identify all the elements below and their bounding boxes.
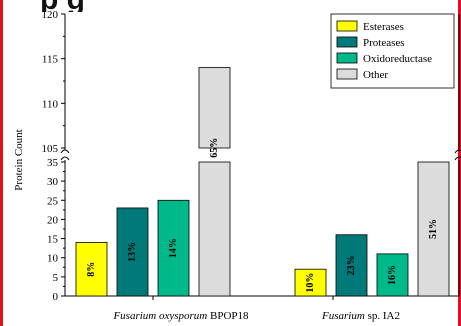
axis-break-mark-left-upper <box>60 149 70 154</box>
x-category-label-2: Fusarium sp. IA2 <box>321 310 400 322</box>
y-tick-label-lower-5: 5 <box>53 272 59 284</box>
x-category-label-italic-1: Fusarium oxysporum <box>112 310 207 322</box>
bar-label-other-group-2: 51% <box>428 219 439 239</box>
bar-label-other-group-1: 65% <box>209 138 220 158</box>
y-tick-label-lower-30: 30 <box>47 176 59 188</box>
chart-legend: Esterases Proteases Oxidoreductase Other <box>330 13 455 89</box>
bar-label-proteases-group-1: 13% <box>127 242 138 262</box>
y-tick-label-lower-15: 15 <box>47 234 59 246</box>
axis-break-mark-right-upper <box>454 149 461 154</box>
y-tick-label-lower-0: 0 <box>53 291 59 303</box>
legend-label-other: Other <box>363 69 388 81</box>
bar-label-oxidoreductase-group-2: 16% <box>387 265 398 285</box>
legend-swatch-other <box>336 68 358 80</box>
y-tick-label-upper-120: 120 <box>42 9 59 21</box>
chart-bars: 8% 10% 13% 23% 14% 16% 65% 51% <box>75 67 450 297</box>
legend-swatch-esterases <box>336 20 358 32</box>
bar-label-proteases-group-2: 23% <box>346 255 357 275</box>
bar-esterases-group-2 <box>294 268 327 297</box>
legend-label-esterases: Esterases <box>363 21 404 33</box>
axis-break-mark-right-lower <box>454 156 461 161</box>
bar-other-group-2-lower <box>417 161 450 297</box>
y-tick-label-lower-25: 25 <box>47 195 59 207</box>
y-tick-label-lower-10: 10 <box>47 253 59 265</box>
bar-label-oxidoreductase-group-1: 14% <box>168 238 179 258</box>
legend-label-proteases: Proteases <box>363 37 405 49</box>
bar-other-group-1-upper <box>198 67 231 149</box>
y-axis-label: Protein Count <box>13 129 25 190</box>
bar-oxidoreductase-group-1 <box>157 199 190 297</box>
x-category-label-rest-2: sp. IA2 <box>365 310 400 322</box>
x-category-label-italic-2: Fusarium <box>321 310 365 322</box>
x-category-label-rest-1: BPOP18 <box>207 310 249 322</box>
legend-label-oxidoreductase: Oxidoreductase <box>363 53 432 65</box>
legend-swatch-proteases <box>336 36 358 48</box>
bar-oxidoreductase-group-2 <box>376 253 409 297</box>
bar-esterases-group-1 <box>75 241 108 297</box>
cropped-heading-fragment: p g <box>40 0 320 12</box>
y-tick-label-lower-20: 20 <box>47 214 59 226</box>
y-tick-label-lower-35: 35 <box>47 157 59 169</box>
bar-proteases-group-2 <box>335 234 368 297</box>
y-tick-label-upper-105: 105 <box>42 143 59 155</box>
bar-proteases-group-1 <box>116 207 149 297</box>
bar-label-esterases-group-1: 8% <box>86 262 97 277</box>
bar-label-esterases-group-2: 10% <box>305 273 316 293</box>
legend-swatch-oxidoreductase <box>336 52 358 64</box>
bar-other-group-1-lower <box>198 161 231 297</box>
y-tick-label-upper-110: 110 <box>42 98 59 110</box>
x-category-label-1: Fusarium oxysporum BPOP18 <box>112 310 249 322</box>
y-tick-label-upper-115: 115 <box>42 54 59 66</box>
axis-break-mark-left-lower <box>60 156 70 161</box>
